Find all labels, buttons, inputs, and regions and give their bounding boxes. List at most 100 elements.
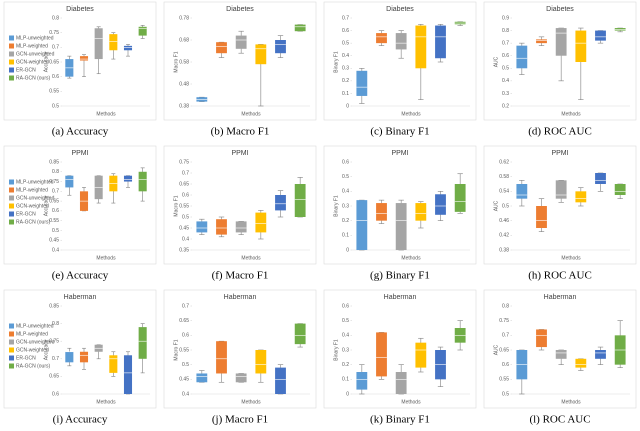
y-axis-label: Binary F1 <box>333 51 339 73</box>
box <box>356 70 368 96</box>
y-tick-label: 0.1 <box>342 233 349 239</box>
y-tick-label: 0.45 <box>179 225 189 231</box>
y-tick-label: 0.55 <box>49 218 59 224</box>
chart-title: Diabetes <box>546 6 574 13</box>
box <box>255 212 267 233</box>
caption: (d) ROC AUC <box>528 126 592 138</box>
y-tick-label: 0.8 <box>52 15 59 21</box>
y-tick-label: 0.6 <box>342 303 349 309</box>
box <box>123 355 133 394</box>
legend-swatch <box>9 339 14 345</box>
panel-frame <box>3 289 157 409</box>
legend-label: MLP-unweighted <box>16 323 54 329</box>
y-tick-label: 0.6 <box>182 192 189 198</box>
y-tick-label: 0.85 <box>49 159 59 165</box>
x-axis-label: Methods <box>401 111 421 117</box>
x-axis-label: Methods <box>401 255 421 261</box>
y-tick-label: 0.78 <box>179 15 189 21</box>
chart-title: PPMI <box>71 150 88 157</box>
y-tick-label: 0.7 <box>342 15 349 21</box>
chart-title: Diabetes <box>226 6 254 13</box>
box <box>595 350 606 359</box>
y-tick-label: 0.46 <box>499 218 509 224</box>
y-tick-label: 0.54 <box>499 189 509 195</box>
y-axis-label: Binary F1 <box>333 195 339 217</box>
chart-title: PPMI <box>551 150 568 157</box>
y-tick-label: 0.8 <box>502 28 509 34</box>
chart-title: Haberman <box>224 294 257 301</box>
box <box>536 329 547 348</box>
box <box>294 24 306 32</box>
legend-label: GCN-unweighted <box>16 195 55 201</box>
box <box>79 56 89 61</box>
box <box>415 203 427 221</box>
y-axis-label: AUC <box>493 200 499 211</box>
box <box>138 327 147 359</box>
legend-label: MLP-weighted <box>16 331 48 337</box>
x-axis-label: Methods <box>241 399 261 405</box>
y-tick-label: 0.65 <box>49 198 59 204</box>
y-tick-label: 0.7 <box>52 45 59 51</box>
x-axis-label: Methods <box>96 111 116 117</box>
caption: (g) Binary F1 <box>370 270 430 282</box>
box <box>294 184 306 217</box>
y-tick-label: 0.75 <box>49 30 59 36</box>
y-tick-label: 0.9 <box>502 15 509 21</box>
y-tick-label: 0.3 <box>342 347 349 353</box>
y-tick-label: 0.45 <box>49 238 59 244</box>
y-tick-label: 0.68 <box>179 37 189 43</box>
y-tick-label: 0.5 <box>502 391 509 397</box>
y-tick-label: 0.75 <box>499 318 509 324</box>
y-axis-label: Accuracy <box>43 339 49 360</box>
legend-swatch <box>9 363 14 369</box>
box <box>275 195 286 211</box>
box <box>395 372 407 394</box>
y-tick-label: 0.4 <box>342 189 349 195</box>
y-tick-label: 0.75 <box>179 159 189 165</box>
box <box>79 351 89 363</box>
legend-swatch <box>9 187 14 193</box>
box <box>216 219 227 235</box>
y-tick-label: 0.5 <box>52 103 59 109</box>
legend-label: GCN-weighted <box>16 347 49 353</box>
legend-swatch <box>9 51 14 57</box>
panel-frame <box>163 145 317 265</box>
box <box>138 26 147 36</box>
legend-swatch <box>9 35 14 41</box>
y-tick-label: 0.3 <box>502 91 509 97</box>
box <box>516 184 528 199</box>
y-tick-label: 0.5 <box>182 214 189 220</box>
y-tick-label: 0.2 <box>342 78 349 84</box>
box <box>294 323 306 345</box>
caption: (j) Macro F1 <box>212 414 268 426</box>
legend-label: MLP-weighted <box>16 187 48 193</box>
y-tick-label: 0.6 <box>52 208 59 214</box>
y-tick-label: 0.38 <box>179 103 189 109</box>
panel-frame <box>483 145 637 265</box>
y-tick-label: 0.7 <box>52 356 59 362</box>
box <box>376 33 387 44</box>
y-tick-label: 0.75 <box>49 339 59 345</box>
y-tick-label: 0.42 <box>499 233 509 239</box>
y-tick-label: 0.55 <box>179 347 189 353</box>
y-tick-label: 0.6 <box>502 362 509 368</box>
chart-title: Haberman <box>384 294 417 301</box>
x-axis-label: Methods <box>96 399 116 405</box>
box <box>275 40 286 54</box>
y-tick-label: 0.6 <box>182 333 189 339</box>
box <box>65 351 74 363</box>
box <box>376 332 387 377</box>
y-tick-label: 0.3 <box>342 203 349 209</box>
y-tick-label: 0.55 <box>179 203 189 209</box>
y-tick-label: 0.4 <box>502 78 509 84</box>
y-tick-label: 0.62 <box>499 159 509 165</box>
y-tick-label: 0.4 <box>342 53 349 59</box>
y-tick-label: 0.45 <box>179 377 189 383</box>
y-tick-label: 0.4 <box>52 247 59 253</box>
panel-frame <box>163 1 317 121</box>
x-axis-label: Methods <box>561 111 581 117</box>
box <box>255 350 267 374</box>
y-tick-label: 0.6 <box>52 391 59 397</box>
box <box>356 200 368 250</box>
